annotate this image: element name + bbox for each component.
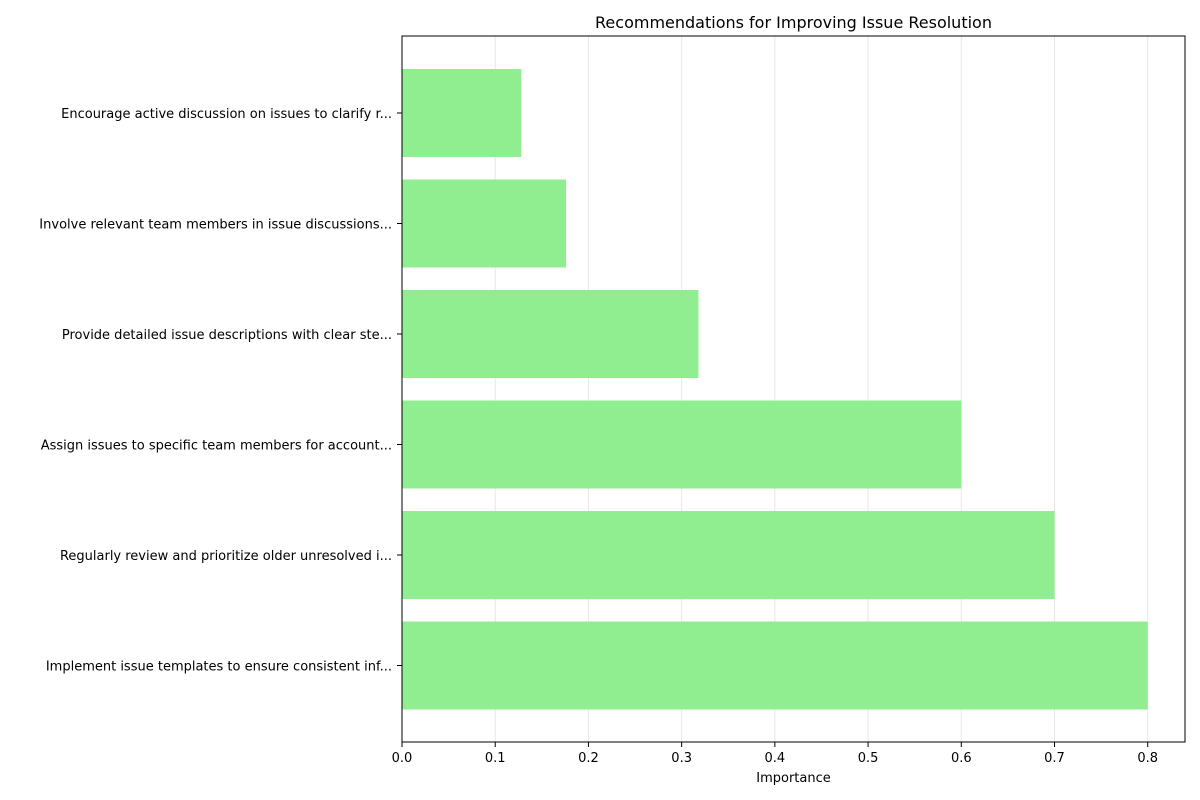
bar [402, 179, 567, 268]
bar [402, 400, 962, 489]
x-tick-label: 0.5 [858, 751, 879, 766]
y-tick-label: Assign issues to specific team members f… [41, 439, 392, 454]
x-tick-label: 0.8 [1137, 751, 1158, 766]
bar [402, 69, 522, 157]
y-tick-label: Involve relevant team members in issue d… [39, 218, 392, 233]
plot-frame [401, 35, 1186, 743]
x-tick-label: 0.1 [485, 751, 506, 766]
y-tick-label: Encourage active discussion on issues to… [61, 107, 392, 122]
x-tick-label: 0.4 [765, 751, 786, 766]
y-ticks: Implement issue templates to ensure cons… [39, 107, 402, 675]
y-tick-label: Implement issue templates to ensure cons… [46, 660, 392, 675]
axes [401, 35, 1186, 743]
y-tick-label: Regularly review and prioritize older un… [60, 549, 392, 564]
x-ticks: 0.0 0.1 0.2 0.3 0.4 0.5 0.6 0.7 0.8 [392, 742, 1158, 766]
x-tick-label: 0.6 [951, 751, 972, 766]
bar [402, 290, 699, 378]
x-tick-label: 0.7 [1044, 751, 1065, 766]
x-tick-label: 0.2 [578, 751, 599, 766]
x-tick-label: 0.3 [671, 751, 692, 766]
chart-title: Recommendations for Improving Issue Reso… [595, 13, 992, 32]
bar [402, 621, 1148, 710]
y-tick-label: Provide detailed issue descriptions with… [62, 328, 392, 343]
x-axis-label: Importance [756, 771, 831, 786]
bar [402, 511, 1055, 599]
x-tick-label: 0.0 [392, 751, 413, 766]
bars [402, 69, 1148, 710]
